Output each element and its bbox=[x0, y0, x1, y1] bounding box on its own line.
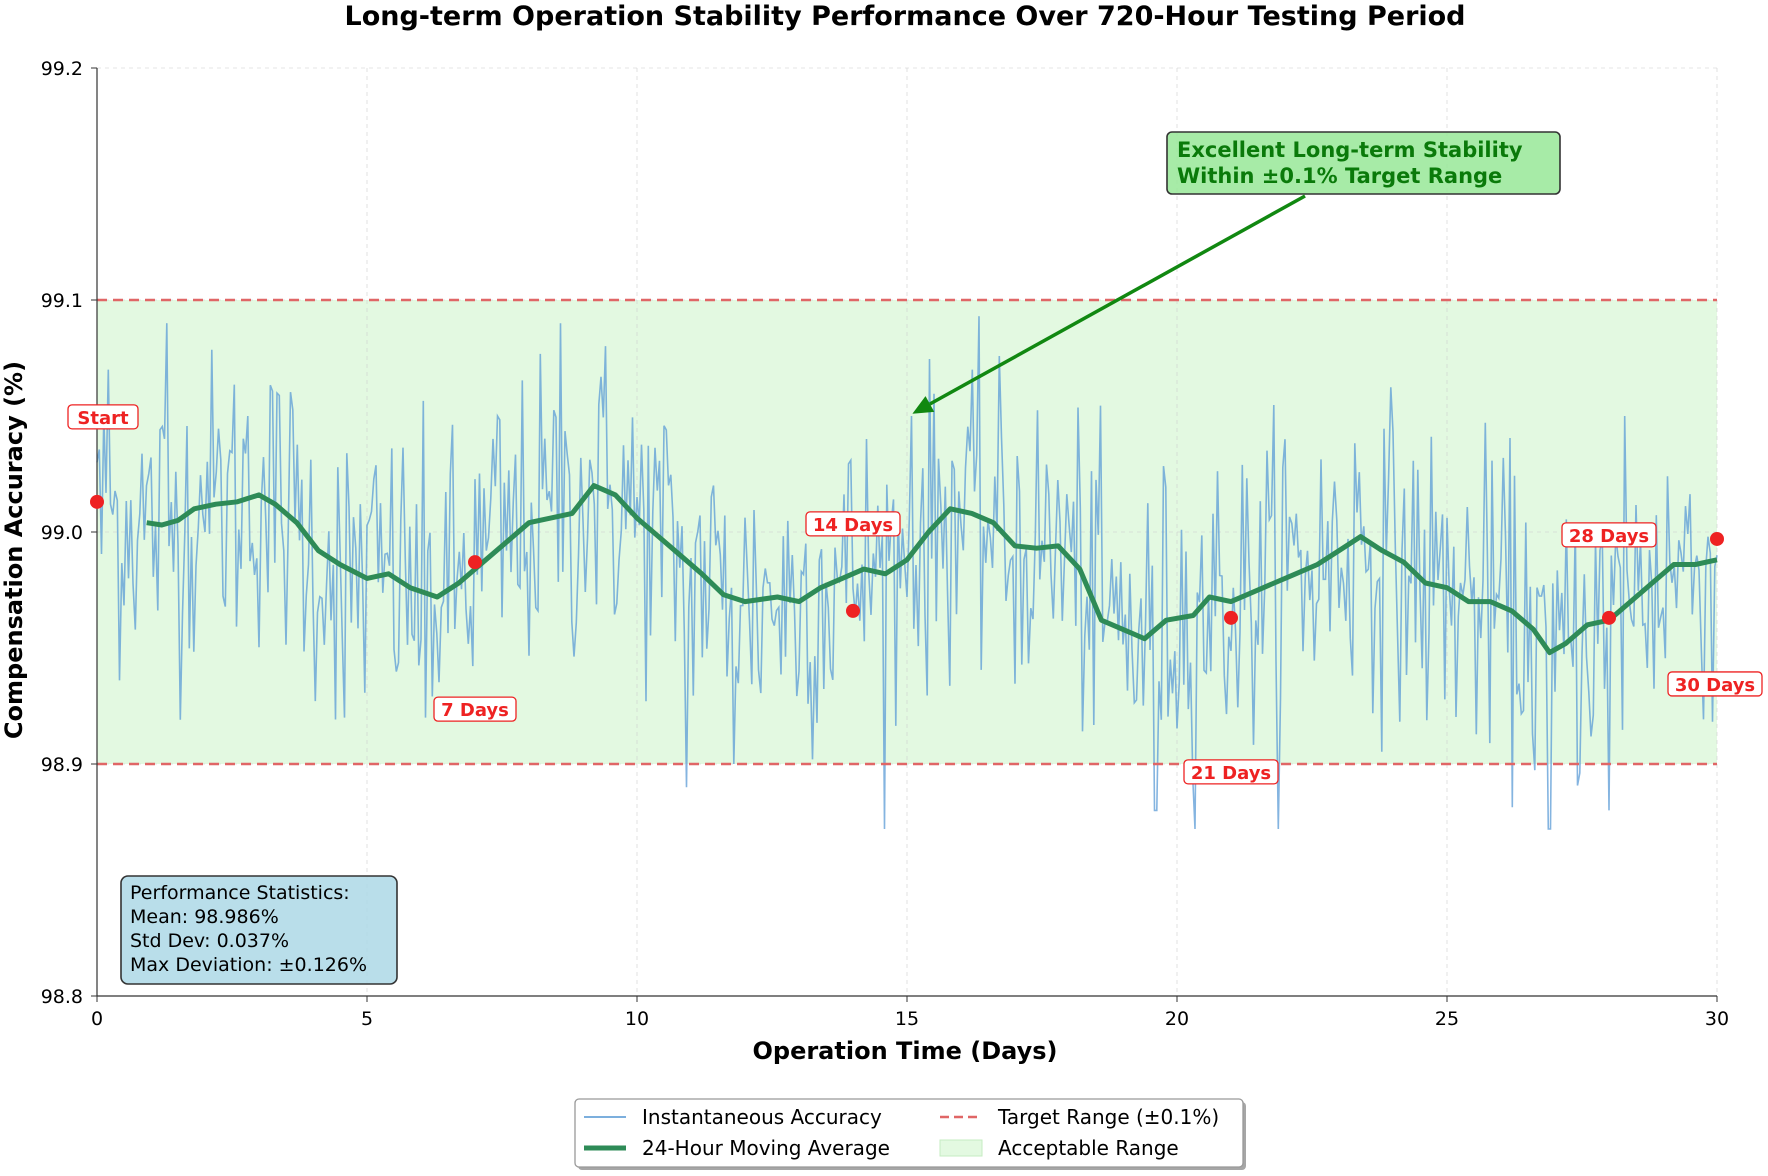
chart-title: Long-term Operation Stability Performanc… bbox=[344, 1, 1465, 32]
y-tick-label-0: 98.8 bbox=[41, 986, 83, 1008]
milestone-marker-1 bbox=[468, 555, 482, 570]
y-tick-label-4: 99.2 bbox=[41, 58, 83, 80]
milestone-label-box-0 bbox=[67, 404, 139, 430]
milestone-label-2: 14 Days bbox=[813, 515, 893, 536]
stats-box: Performance Statistics: Mean: 98.986% St… bbox=[120, 875, 398, 985]
legend-swatch-acceptable-range bbox=[939, 1139, 983, 1157]
milestone-label-5: 30 Days bbox=[1675, 675, 1755, 696]
milestone-label-3: 21 Days bbox=[1191, 763, 1271, 784]
annotation-line-2: Within ±0.1% Target Range bbox=[1177, 164, 1502, 188]
milestone-label-box-1 bbox=[433, 696, 517, 722]
milestone-label-box-4 bbox=[1561, 522, 1657, 548]
y-tick-label-3: 99.1 bbox=[41, 290, 83, 312]
milestone-marker-3 bbox=[1224, 610, 1238, 625]
milestone-marker-5 bbox=[1710, 531, 1724, 546]
milestone-label-box-3 bbox=[1183, 759, 1279, 785]
stability-annotation: Excellent Long-term Stability Within ±0.… bbox=[912, 131, 1561, 414]
x-tick-label-4: 20 bbox=[1165, 1008, 1189, 1030]
annotation-line-1: Excellent Long-term Stability bbox=[1177, 138, 1523, 162]
series-instantaneous-accuracy bbox=[96, 316, 1718, 830]
milestone-label-1: 7 Days bbox=[441, 700, 509, 721]
plot-area: 0 5 10 15 20 25 30 98.8 98.9 99.0 99.1 99.2 Start 7 D… bbox=[41, 58, 1763, 1030]
x-tick-label-6: 30 bbox=[1705, 1008, 1729, 1030]
milestone-marker-0 bbox=[90, 494, 104, 509]
y-axis-label: Compensation Accuracy (%) bbox=[0, 361, 28, 739]
annotation-arrow bbox=[929, 194, 1306, 406]
stats-std: Std Dev: 0.037% bbox=[130, 930, 289, 952]
legend-label-acceptable-range: Acceptable Range bbox=[998, 1136, 1179, 1160]
y-tick-label-1: 98.9 bbox=[41, 754, 83, 776]
x-axis-label: Operation Time (Days) bbox=[752, 1037, 1057, 1065]
annotation-arrow-head bbox=[912, 396, 935, 414]
legend-label-instantaneous: Instantaneous Accuracy bbox=[642, 1105, 882, 1129]
legend-label-target-range: Target Range (±0.1%) bbox=[997, 1105, 1219, 1129]
milestone-marker-2 bbox=[846, 603, 860, 618]
milestone-label-box-5 bbox=[1667, 671, 1763, 697]
legend: Instantaneous Accuracy 24-Hour Moving Av… bbox=[574, 1098, 1246, 1170]
x-tick-label-2: 10 bbox=[625, 1008, 649, 1030]
stats-title: Performance Statistics: bbox=[130, 882, 350, 904]
x-tick-label-1: 5 bbox=[361, 1008, 373, 1030]
legend-label-moving-average: 24-Hour Moving Average bbox=[642, 1136, 890, 1160]
x-tick-label-5: 25 bbox=[1435, 1008, 1459, 1030]
milestone-label-box-2 bbox=[805, 511, 901, 537]
milestone-marker-4 bbox=[1602, 610, 1616, 625]
series-moving-average bbox=[146, 483, 1718, 656]
milestone-label-4: 28 Days bbox=[1569, 526, 1649, 547]
stats-mean: Mean: 98.986% bbox=[130, 906, 279, 928]
y-tick-label-2: 99.0 bbox=[41, 522, 83, 544]
stats-max-deviation: Max Deviation: ±0.126% bbox=[130, 954, 367, 976]
x-tick-label-3: 15 bbox=[895, 1008, 919, 1030]
milestone-label-0: Start bbox=[77, 408, 129, 429]
x-tick-label-0: 0 bbox=[91, 1008, 103, 1030]
